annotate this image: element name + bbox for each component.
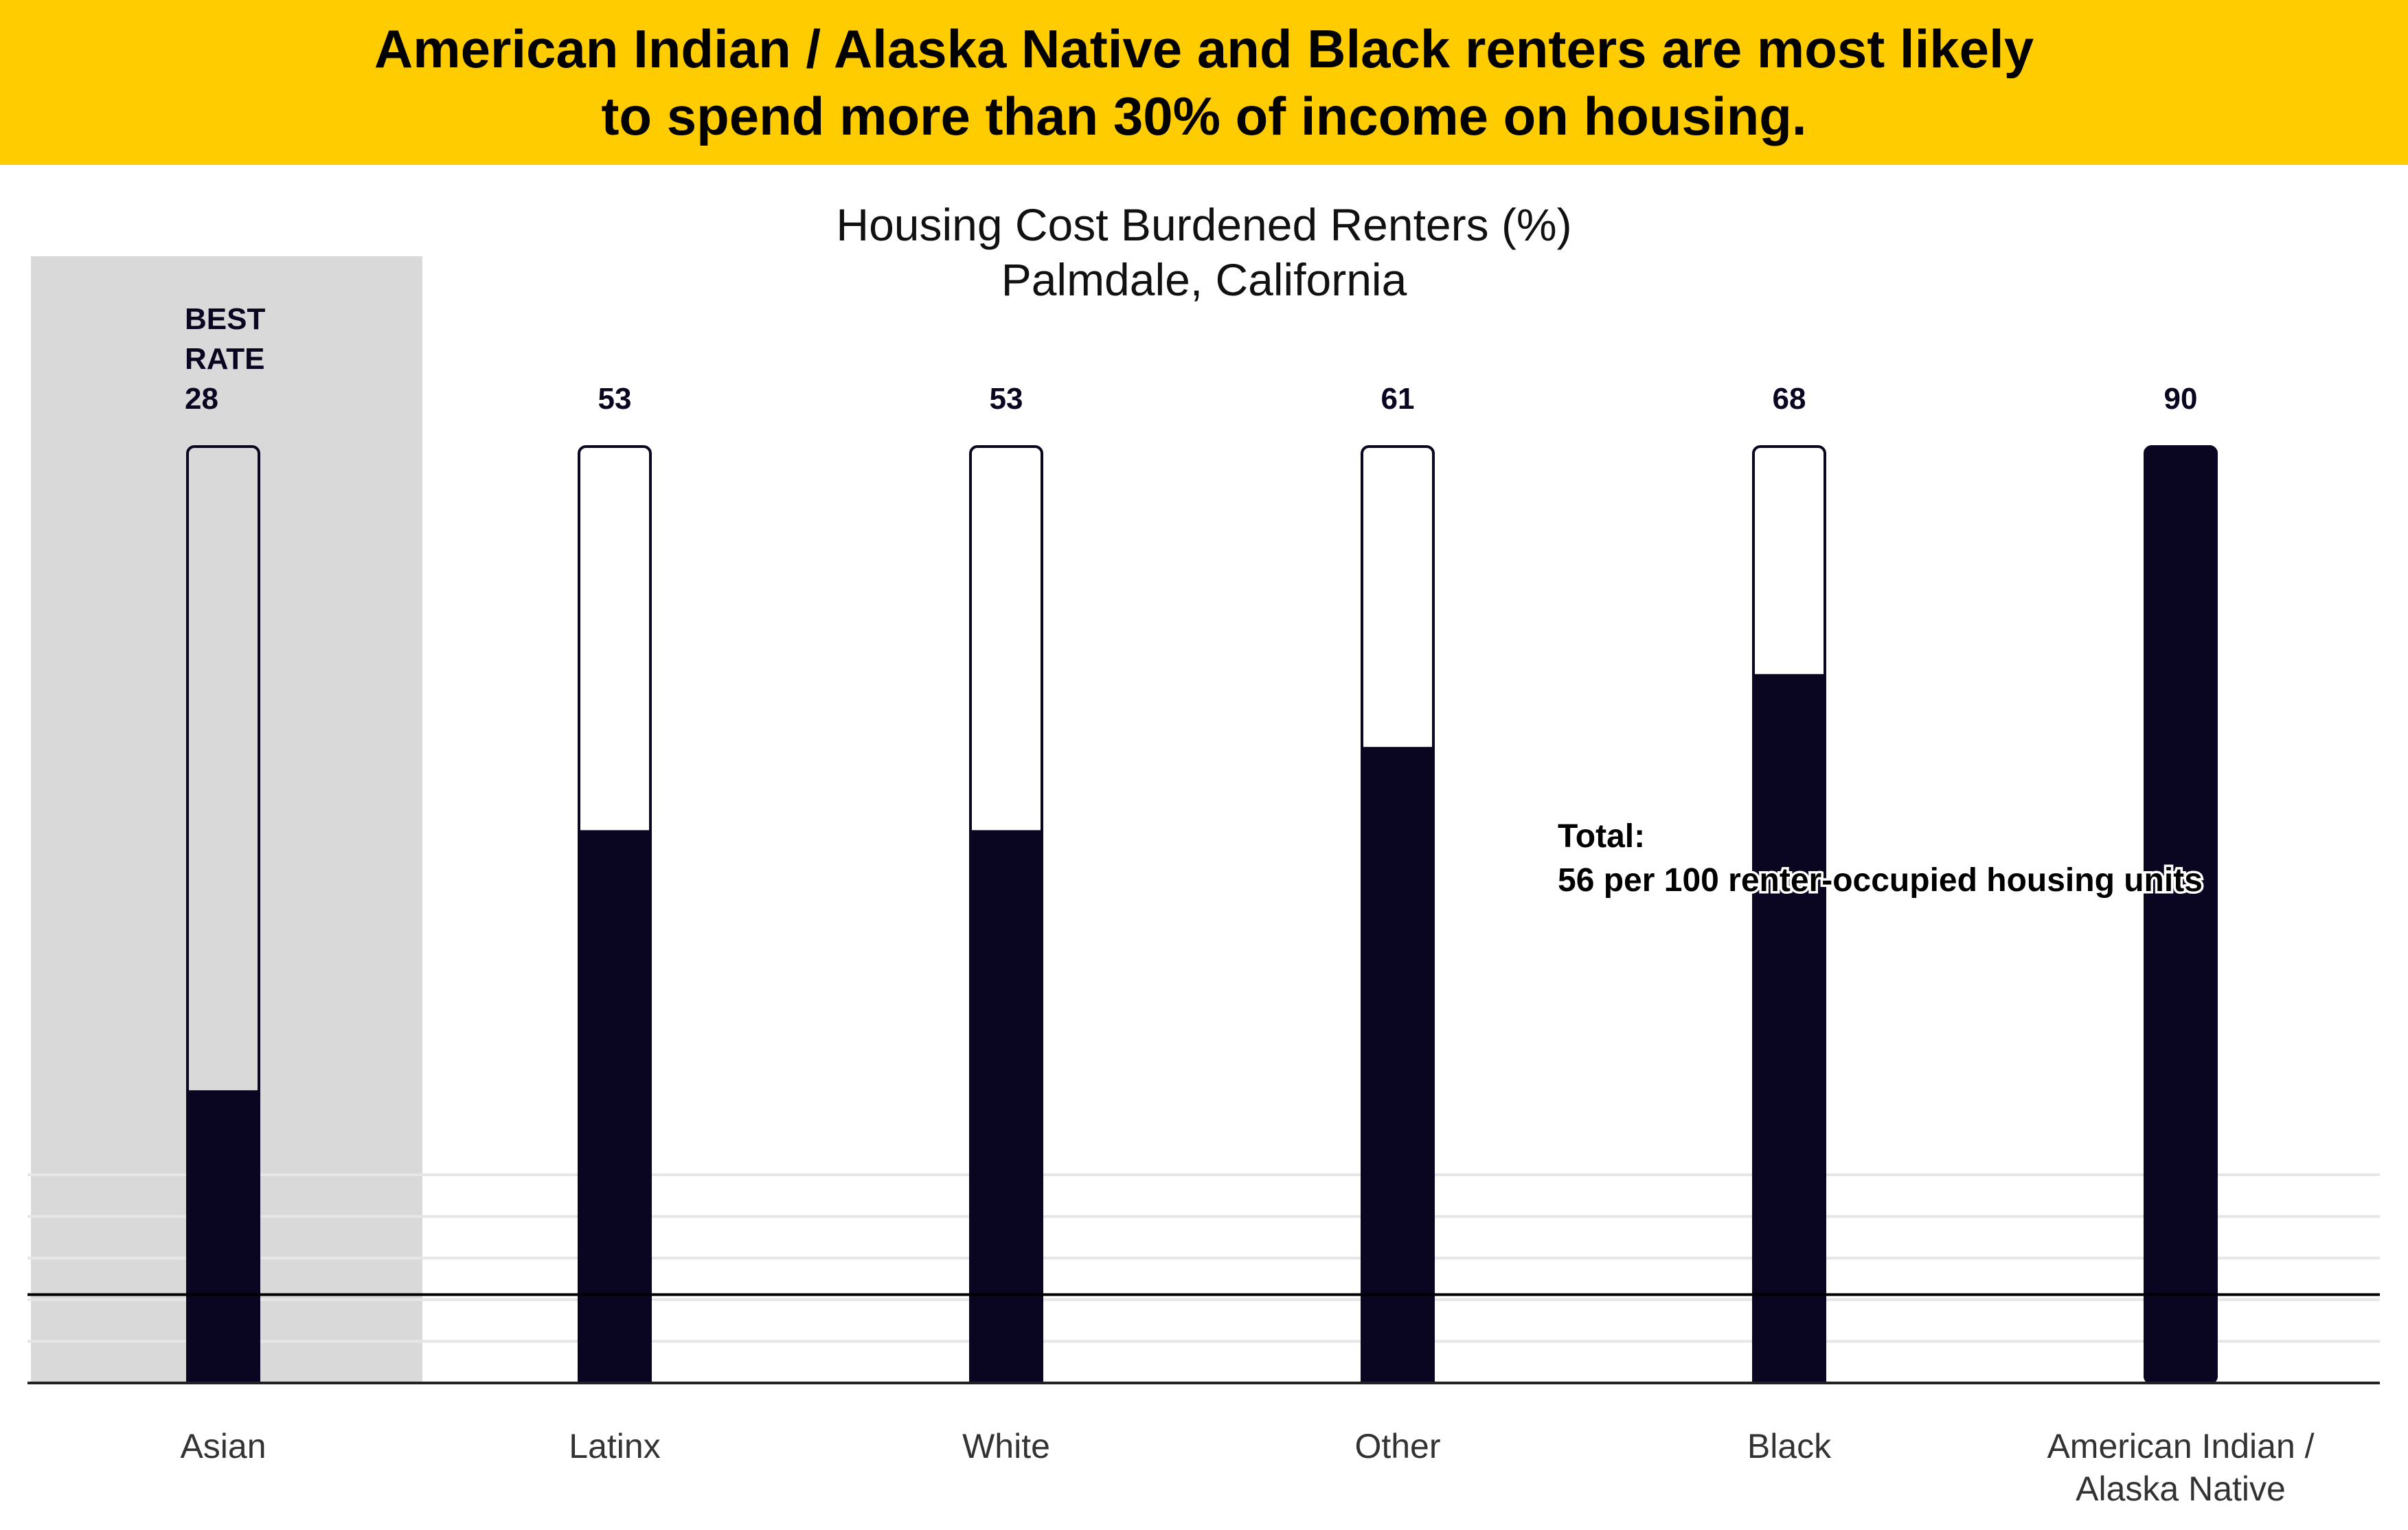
value-label-0-2: 28 xyxy=(185,382,218,416)
category-label-3-0: Other xyxy=(1354,1427,1440,1465)
chart-subtitle: Palmdale, California xyxy=(1001,254,1407,305)
headline-line-1: American Indian / Alaska Native and Blac… xyxy=(374,19,2034,79)
value-label-0-1: RATE xyxy=(185,342,265,376)
bar-fill-5 xyxy=(2144,445,2218,1384)
bar-fill-1 xyxy=(578,830,652,1385)
category-label-0-0: Asian xyxy=(180,1427,266,1465)
headline-line-2: to spend more than 30% of income on hous… xyxy=(601,86,1807,146)
value-label-3-0: 61 xyxy=(1381,382,1415,416)
bar-fill-4 xyxy=(1752,674,1826,1385)
category-label-4-0: Black xyxy=(1747,1427,1832,1465)
category-label-2-0: White xyxy=(962,1427,1050,1465)
category-label-5-1: Alaska Native xyxy=(2076,1470,2286,1508)
bar-fill-2 xyxy=(969,830,1043,1385)
labels: BEST RATE 28 Asian 53 Latinx 53 White 61 Other 68 B… xyxy=(180,302,2314,1508)
gridlines xyxy=(27,1173,2380,1343)
headline-banner: American Indian / Alaska Native and Blac… xyxy=(0,0,2408,165)
bar-fill-0 xyxy=(186,1090,260,1384)
total-annotation-line-1: Total: xyxy=(1558,818,1645,855)
chart-title: Housing Cost Burdened Renters (%) xyxy=(836,199,1571,250)
value-label-1-0: 53 xyxy=(598,382,632,416)
total-annotation-line-2: 56 per 100 renter-occupied housing units xyxy=(1558,862,2203,899)
category-label-1-0: Latinx xyxy=(569,1427,660,1465)
value-label-2-0: 53 xyxy=(990,382,1023,416)
value-label-4-0: 68 xyxy=(1773,382,1806,416)
value-label-5-0: 90 xyxy=(2164,382,2198,416)
bar-fill-3 xyxy=(1361,747,1435,1384)
value-label-0-0: BEST xyxy=(185,302,265,336)
category-label-5-0: American Indian / xyxy=(2047,1427,2314,1465)
reference-line-group: Total: 56 per 100 renter-occupied housing… xyxy=(27,816,2380,1296)
bars xyxy=(27,445,2380,1385)
